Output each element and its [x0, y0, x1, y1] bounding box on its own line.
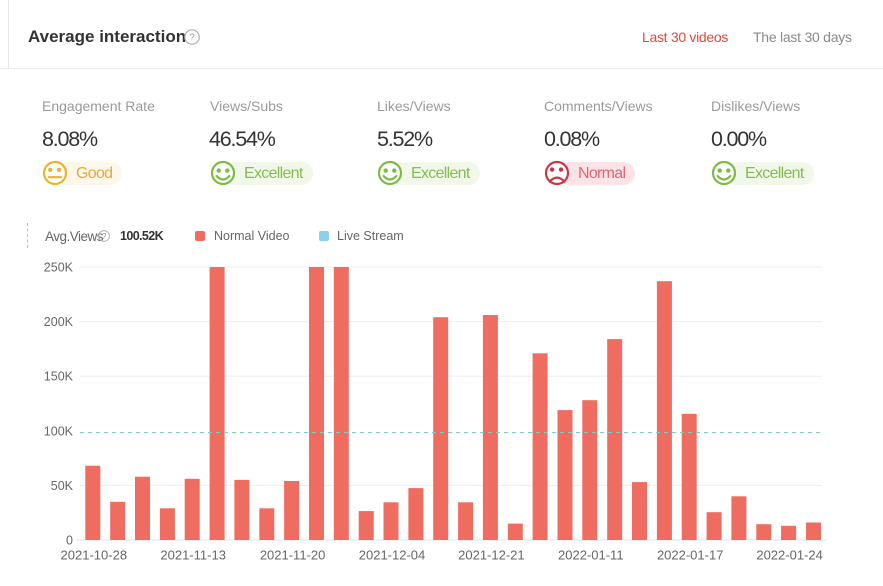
svg-text:0: 0	[66, 534, 73, 548]
svg-text:?: ?	[102, 231, 107, 241]
svg-text:100K: 100K	[44, 424, 74, 438]
svg-text:2022-01-11: 2022-01-11	[558, 548, 624, 563]
svg-text:?: ?	[189, 32, 195, 43]
svg-text:2022-01-17: 2022-01-17	[657, 548, 724, 563]
svg-text:150K: 150K	[44, 370, 74, 384]
svg-text:2021-12-21: 2021-12-21	[458, 548, 525, 563]
svg-text:2021-11-13: 2021-11-13	[160, 548, 226, 563]
svg-text:250K: 250K	[44, 261, 74, 275]
svg-text:2021-10-28: 2021-10-28	[61, 548, 128, 563]
svg-text:200K: 200K	[44, 315, 74, 329]
svg-text:2021-12-04: 2021-12-04	[359, 548, 426, 563]
svg-text:2021-11-20: 2021-11-20	[260, 548, 326, 563]
svg-text:2022-01-24: 2022-01-24	[756, 548, 823, 563]
svg-text:50K: 50K	[51, 479, 74, 493]
